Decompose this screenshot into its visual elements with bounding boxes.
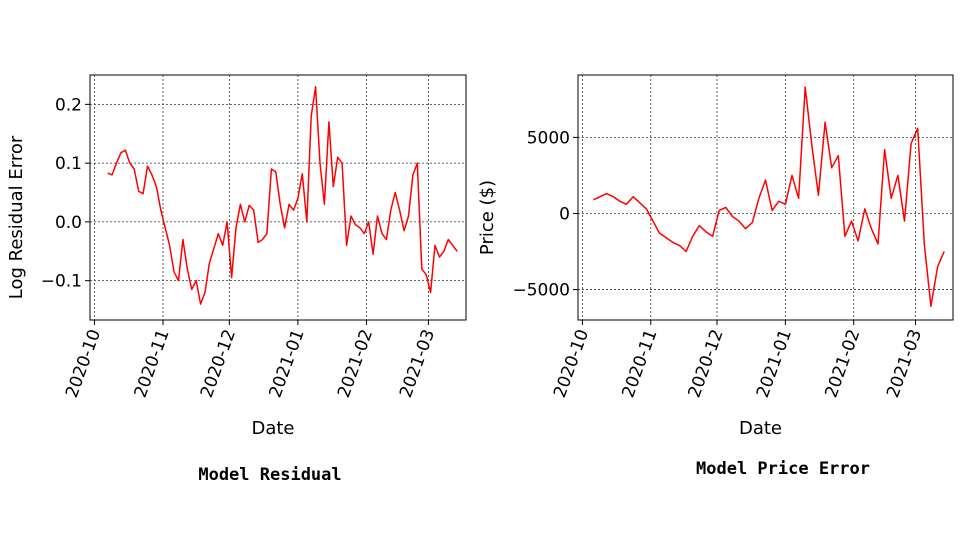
y-tick-label-residual: 0.1 (55, 154, 82, 174)
chart-caption-model-residual: Model Residual (198, 465, 342, 485)
y-tick-label-residual: 0.2 (55, 95, 82, 115)
x-tick-label-residual: 2020-10 (62, 327, 105, 401)
x-tick-label-residual: 2021-03 (396, 327, 439, 401)
x-tick-label-residual: 2021-02 (334, 327, 377, 401)
x-tick-label-price-error: 2020-11 (618, 327, 661, 401)
y-tick-label-price-error: −5000 (512, 281, 570, 301)
chart-caption-model-price-error: Model Price Error (696, 459, 870, 479)
x-tick-label-price-error: 2021-02 (821, 327, 864, 401)
x-tick-label-price-error: 2020-10 (550, 327, 593, 401)
x-axis-label-price-error: Date (739, 418, 782, 439)
x-tick-label-price-error: 2021-01 (753, 327, 796, 401)
y-tick-label-residual: 0.0 (55, 213, 82, 233)
plot-area-residual (89, 74, 467, 321)
series-line-residual (107, 86, 458, 305)
y-axis-label-price-error: Price ($) (477, 180, 498, 255)
y-tick-label-price-error: 0 (559, 204, 570, 224)
x-axis-label-residual: Date (251, 418, 294, 439)
x-tick-label-price-error: 2021-03 (883, 327, 926, 401)
y-axis-label-residual: Log Residual Error (6, 135, 27, 299)
series-line-price-error (593, 86, 945, 308)
x-tick-label-residual: 2020-12 (197, 327, 240, 401)
x-tick-label-price-error: 2020-12 (685, 327, 728, 401)
x-tick-label-residual: 2020-11 (131, 327, 174, 401)
y-tick-label-residual: −0.1 (41, 272, 82, 292)
y-tick-label-price-error: 5000 (527, 128, 570, 148)
x-tick-label-residual: 2021-01 (266, 327, 309, 401)
